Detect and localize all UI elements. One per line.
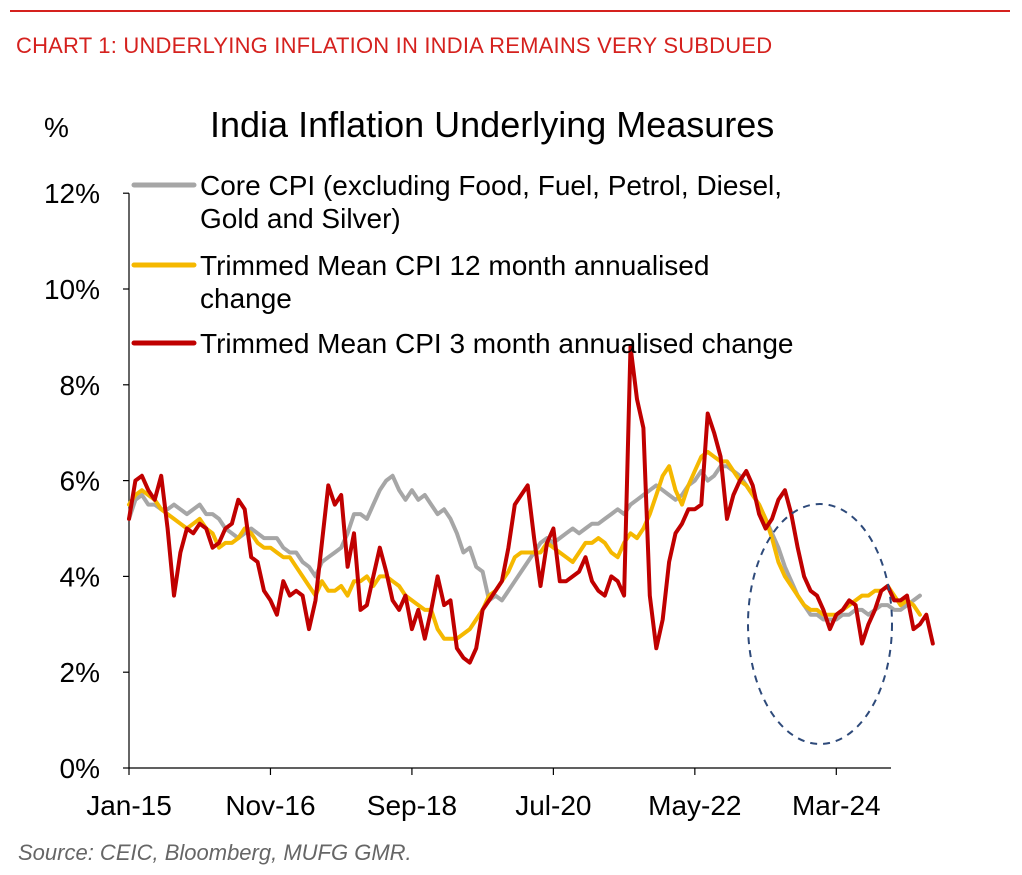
legend: Core CPI (excluding Food, Fuel, Petrol, …: [131, 170, 794, 359]
tick-labels: 0% 2% 4% 6% 8% 10% 12% Jan-15 Nov-16 Sep-18 Jul-20…: [44, 178, 881, 821]
legend-label-3: Trimmed Mean CPI 3 month annualised chan…: [200, 328, 794, 359]
x-tick-label: Sep-18: [367, 790, 457, 821]
x-tick-label: Nov-16: [225, 790, 315, 821]
series-lines: [127, 344, 935, 665]
top-rule: [10, 10, 1010, 12]
x-tick-label: Jan-15: [86, 790, 172, 821]
x-tick-label: Jul-20: [515, 790, 591, 821]
series-line-2: [127, 449, 922, 641]
y-tick-label: 4%: [60, 561, 100, 592]
x-tick-label: Mar-24: [792, 790, 881, 821]
series-line-3: [127, 344, 935, 665]
legend-label-1: Core CPI (excluding Food, Fuel, Petrol, …: [200, 170, 782, 201]
y-tick-label: 0%: [60, 753, 100, 784]
y-tick-label: 6%: [60, 466, 100, 497]
chart-header: CHART 1: UNDERLYING INFLATION IN INDIA R…: [16, 33, 773, 58]
axes: [123, 192, 891, 775]
series-line-1: [127, 464, 922, 622]
source-note: Source: CEIC, Bloomberg, MUFG GMR.: [18, 840, 412, 865]
x-tick-label: May-22: [648, 790, 741, 821]
y-axis-unit: %: [44, 112, 69, 143]
highlight-ellipse: [747, 503, 893, 745]
y-tick-label: 8%: [60, 370, 100, 401]
y-tick-label: 2%: [60, 657, 100, 688]
legend-label-2: Trimmed Mean CPI 12 month annualised: [200, 250, 709, 281]
chart-title: India Inflation Underlying Measures: [210, 104, 775, 145]
legend-label-1: Gold and Silver): [200, 203, 401, 234]
y-tick-label: 10%: [44, 274, 100, 305]
legend-label-2: change: [200, 283, 292, 314]
y-tick-label: 12%: [44, 178, 100, 209]
